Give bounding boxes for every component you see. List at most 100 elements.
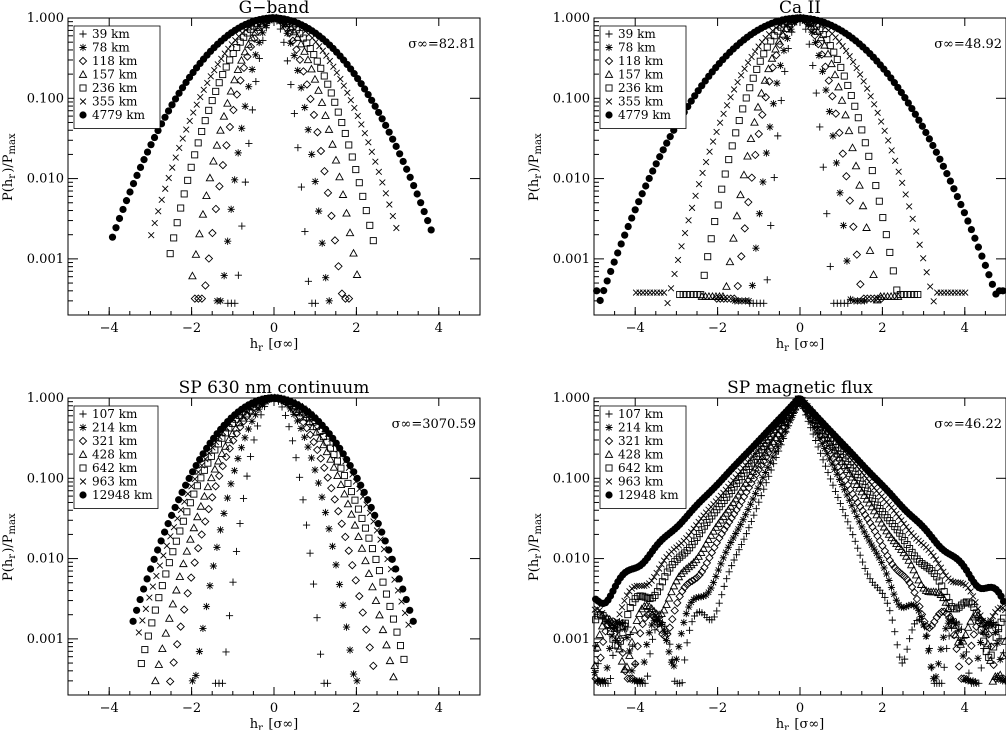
data-point xyxy=(611,619,620,629)
data-point xyxy=(362,207,370,215)
data-point xyxy=(197,294,207,303)
data-point xyxy=(763,444,773,453)
data-point xyxy=(922,128,930,137)
legend-entry: 428 km xyxy=(618,448,664,462)
data-point xyxy=(898,517,905,524)
data-point xyxy=(219,71,227,79)
data-point xyxy=(880,564,888,572)
data-point xyxy=(735,117,743,125)
data-point xyxy=(870,545,878,553)
data-point xyxy=(633,582,641,590)
data-point xyxy=(615,618,624,626)
data-point xyxy=(316,454,325,463)
data-point xyxy=(237,55,246,64)
data-point xyxy=(948,621,958,629)
data-point xyxy=(302,521,311,529)
data-point xyxy=(230,467,239,475)
x-tick-label: −2 xyxy=(182,701,201,716)
data-point xyxy=(730,294,739,303)
data-point xyxy=(323,679,332,687)
data-point xyxy=(615,644,624,653)
data-point xyxy=(161,113,169,121)
data-point xyxy=(914,290,922,299)
data-point xyxy=(864,487,872,495)
data-point xyxy=(301,227,309,236)
data-point xyxy=(962,675,970,683)
data-point xyxy=(759,178,767,186)
data-point xyxy=(776,437,784,446)
data-point xyxy=(386,201,393,208)
data-point xyxy=(769,453,777,461)
data-point xyxy=(681,564,691,573)
x-tick-label: 2 xyxy=(352,321,360,336)
data-point xyxy=(833,55,841,63)
data-point xyxy=(245,83,253,91)
data-point xyxy=(609,651,617,659)
data-point xyxy=(217,449,227,457)
data-point xyxy=(715,533,724,543)
data-point xyxy=(907,582,917,592)
data-point xyxy=(211,66,218,74)
data-point xyxy=(342,208,351,217)
data-point xyxy=(358,608,368,617)
data-point xyxy=(313,614,321,622)
data-point xyxy=(860,510,870,519)
data-point xyxy=(595,630,605,638)
data-point xyxy=(818,67,827,75)
data-point xyxy=(932,556,940,563)
data-point xyxy=(869,506,879,515)
data-point xyxy=(309,437,318,447)
data-point xyxy=(337,289,347,298)
data-point xyxy=(372,158,379,165)
data-point xyxy=(733,281,743,291)
data-point xyxy=(193,544,203,553)
data-point xyxy=(940,568,947,576)
data-point xyxy=(209,156,218,165)
data-point xyxy=(330,450,338,458)
data-point xyxy=(341,129,349,137)
data-point xyxy=(331,155,341,164)
data-point xyxy=(953,605,961,613)
data-point xyxy=(208,97,216,105)
x-tick-label: −2 xyxy=(708,321,727,336)
legend-entry: 214 km xyxy=(618,421,664,435)
data-point xyxy=(600,287,608,295)
data-point xyxy=(174,515,181,522)
data-point xyxy=(167,533,174,540)
series-2 xyxy=(188,394,361,685)
data-point xyxy=(229,105,238,115)
data-point xyxy=(328,139,337,148)
data-point xyxy=(255,38,263,47)
data-point xyxy=(378,625,388,634)
data-point xyxy=(972,598,979,606)
data-point xyxy=(883,599,891,607)
data-point xyxy=(838,480,846,489)
data-point xyxy=(186,499,194,507)
data-points xyxy=(129,393,417,687)
data-point xyxy=(368,582,377,591)
data-point xyxy=(621,231,629,239)
data-point xyxy=(350,468,358,476)
data-point xyxy=(717,560,725,568)
data-point xyxy=(168,101,176,109)
data-point xyxy=(878,589,886,597)
data-point xyxy=(388,555,396,563)
data-point xyxy=(893,641,901,649)
data-point xyxy=(841,110,850,119)
data-point xyxy=(372,555,380,563)
data-point xyxy=(761,468,769,477)
data-point xyxy=(724,543,732,551)
data-point xyxy=(395,575,403,583)
data-point xyxy=(865,246,875,254)
legend-entry: 118 km xyxy=(618,54,664,68)
data-point xyxy=(191,249,201,258)
data-point xyxy=(710,543,719,552)
data-point xyxy=(879,214,887,222)
data-point xyxy=(742,530,751,538)
data-point xyxy=(665,623,675,632)
data-point xyxy=(826,475,835,483)
data-point xyxy=(603,664,611,672)
